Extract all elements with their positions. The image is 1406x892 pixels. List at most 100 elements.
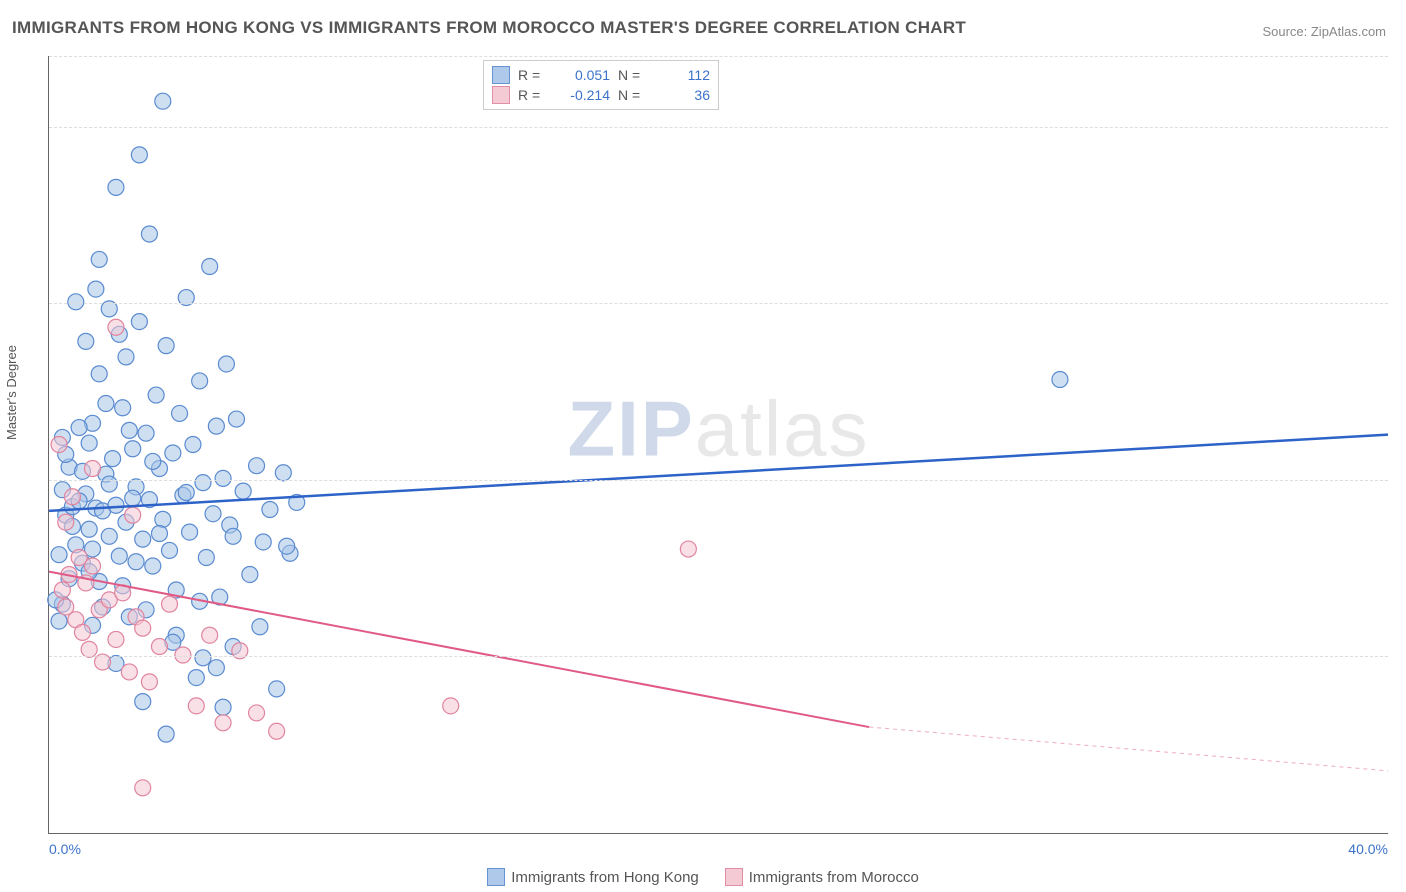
- data-point: [51, 437, 67, 453]
- data-point: [182, 524, 198, 540]
- data-point: [158, 726, 174, 742]
- data-point: [135, 694, 151, 710]
- data-point: [279, 538, 295, 554]
- data-point: [151, 639, 167, 655]
- y-axis-label: Master's Degree: [4, 345, 19, 440]
- gridline: [49, 656, 1388, 657]
- data-point: [131, 147, 147, 163]
- data-point: [262, 501, 278, 517]
- trend-line-extrapolated: [869, 727, 1388, 771]
- plot-area: ZIPatlas R = 0.051 N = 112 R = -0.214 N …: [48, 56, 1388, 834]
- data-point: [208, 418, 224, 434]
- data-point: [51, 547, 67, 563]
- data-point: [155, 93, 171, 109]
- data-point: [81, 435, 97, 451]
- y-tick-label: 25.0%: [1394, 472, 1406, 488]
- data-point: [202, 258, 218, 274]
- data-point: [185, 437, 201, 453]
- data-point: [135, 620, 151, 636]
- legend-item-hk: Immigrants from Hong Kong: [487, 868, 699, 886]
- data-point: [121, 422, 137, 438]
- data-point: [162, 596, 178, 612]
- data-point: [215, 470, 231, 486]
- data-point: [105, 451, 121, 467]
- data-point: [68, 294, 84, 310]
- data-point: [249, 458, 265, 474]
- data-point: [121, 664, 137, 680]
- data-point: [91, 251, 107, 267]
- plot-svg: [49, 56, 1388, 833]
- data-point: [78, 333, 94, 349]
- gridline: [49, 303, 1388, 304]
- data-point: [145, 558, 161, 574]
- data-point: [269, 681, 285, 697]
- source-label: Source: ZipAtlas.com: [1262, 24, 1386, 39]
- data-point: [1052, 372, 1068, 388]
- data-point: [125, 490, 141, 506]
- data-point: [155, 511, 171, 527]
- data-point: [108, 631, 124, 647]
- x-tick-label: 40.0%: [1348, 841, 1388, 857]
- data-point: [101, 476, 117, 492]
- trend-line: [49, 435, 1388, 511]
- data-point: [85, 461, 101, 477]
- data-point: [54, 582, 70, 598]
- y-tick-label: 12.5%: [1394, 648, 1406, 664]
- y-tick-label: 37.5%: [1394, 295, 1406, 311]
- legend-label-mo: Immigrants from Morocco: [749, 869, 919, 886]
- data-point: [172, 405, 188, 421]
- data-point: [148, 387, 164, 403]
- data-point: [74, 624, 90, 640]
- data-point: [162, 542, 178, 558]
- data-point: [101, 528, 117, 544]
- data-point: [249, 705, 265, 721]
- data-point: [188, 698, 204, 714]
- data-point: [198, 550, 214, 566]
- data-point: [208, 660, 224, 676]
- data-point: [98, 396, 114, 412]
- data-point: [215, 699, 231, 715]
- data-point: [192, 373, 208, 389]
- data-point: [58, 514, 74, 530]
- data-point: [85, 558, 101, 574]
- data-point: [81, 641, 97, 657]
- data-point: [235, 483, 251, 499]
- data-point: [64, 489, 80, 505]
- data-point: [71, 420, 87, 436]
- data-point: [128, 554, 144, 570]
- data-point: [135, 531, 151, 547]
- chart-title: IMMIGRANTS FROM HONG KONG VS IMMIGRANTS …: [12, 18, 966, 38]
- data-point: [252, 619, 268, 635]
- data-point: [108, 497, 124, 513]
- data-point: [242, 566, 258, 582]
- gridline: [49, 480, 1388, 481]
- gridline: [49, 56, 1388, 57]
- data-point: [165, 445, 181, 461]
- data-point: [205, 506, 221, 522]
- data-point: [111, 548, 127, 564]
- data-point: [228, 411, 244, 427]
- data-point: [178, 485, 194, 501]
- data-point: [195, 475, 211, 491]
- data-point: [125, 507, 141, 523]
- data-point: [131, 314, 147, 330]
- data-point: [81, 521, 97, 537]
- y-tick-label: 50.0%: [1394, 119, 1406, 135]
- data-point: [202, 627, 218, 643]
- data-point: [175, 647, 191, 663]
- data-point: [680, 541, 696, 557]
- data-point: [108, 319, 124, 335]
- data-point: [115, 400, 131, 416]
- data-point: [218, 356, 234, 372]
- data-point: [255, 534, 271, 550]
- data-point: [118, 349, 134, 365]
- legend-item-mo: Immigrants from Morocco: [725, 868, 919, 886]
- legend-label-hk: Immigrants from Hong Kong: [511, 869, 699, 886]
- data-point: [158, 338, 174, 354]
- data-point: [195, 650, 211, 666]
- data-point: [443, 698, 459, 714]
- data-point: [269, 723, 285, 739]
- data-point: [125, 441, 141, 457]
- x-tick-label: 0.0%: [49, 841, 81, 857]
- data-point: [108, 179, 124, 195]
